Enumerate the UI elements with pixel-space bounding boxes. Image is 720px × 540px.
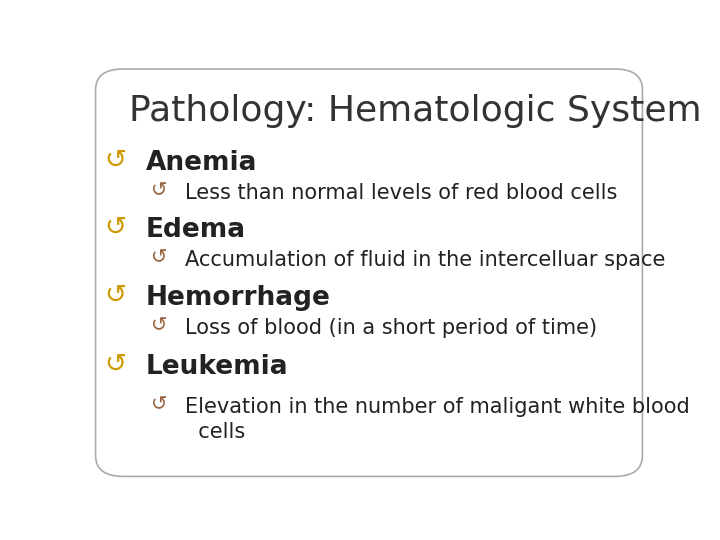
Text: Elevation in the number of maligant white blood
  cells: Elevation in the number of maligant whit… [185, 397, 690, 442]
Text: Pathology: Hematologic System: Pathology: Hematologic System [129, 94, 702, 128]
Text: ↺: ↺ [151, 395, 168, 414]
Text: ↺: ↺ [104, 352, 126, 377]
Text: ↺: ↺ [104, 283, 126, 309]
Text: ↺: ↺ [104, 214, 126, 240]
Text: Less than normal levels of red blood cells: Less than normal levels of red blood cel… [185, 183, 617, 203]
Text: ↺: ↺ [104, 148, 126, 174]
Text: ↺: ↺ [151, 248, 168, 267]
Text: Loss of blood (in a short period of time): Loss of blood (in a short period of time… [185, 319, 597, 339]
Text: ↺: ↺ [151, 181, 168, 200]
FancyBboxPatch shape [96, 69, 642, 476]
Text: Edema: Edema [145, 217, 246, 242]
Text: Anemia: Anemia [145, 150, 257, 176]
Text: Hemorrhage: Hemorrhage [145, 285, 330, 311]
Text: ↺: ↺ [151, 316, 168, 335]
Text: Leukemia: Leukemia [145, 354, 289, 380]
Text: Accumulation of fluid in the intercelluar space: Accumulation of fluid in the intercellua… [185, 250, 665, 270]
